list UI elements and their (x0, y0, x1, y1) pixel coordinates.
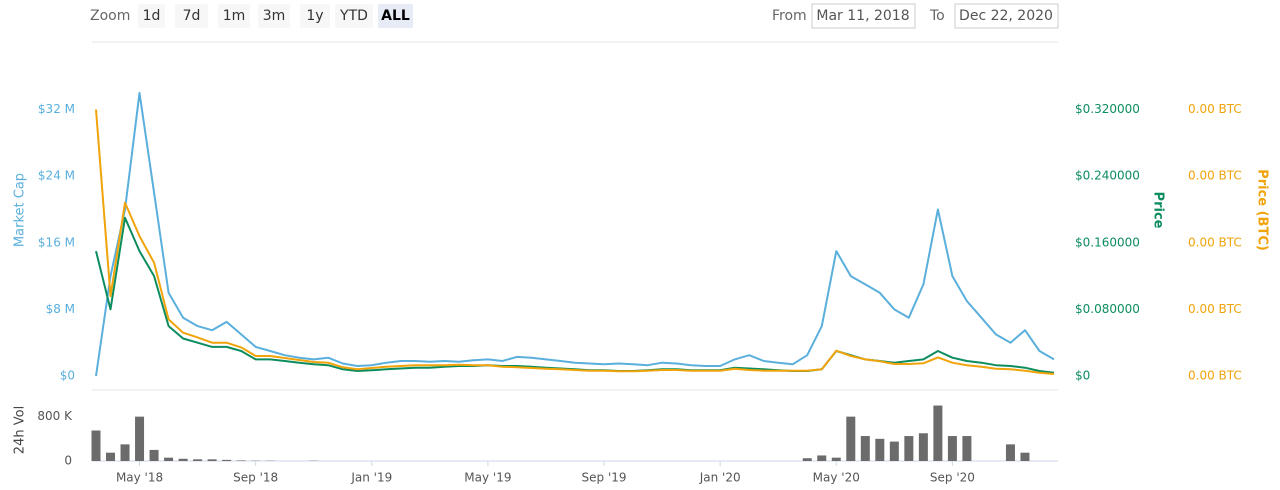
volume-bar (947, 436, 957, 461)
zoom-button[interactable] (335, 4, 373, 28)
x-tick-label: May '18 (116, 471, 163, 485)
y3-tick-label: 0.00 BTC (1188, 302, 1242, 316)
y-tick-label: $32 M (38, 102, 75, 116)
volume-bar (875, 438, 885, 461)
y2-tick-label: $0.240000 (1075, 169, 1140, 183)
line-series (95, 91, 1055, 377)
volume-bar (860, 436, 870, 461)
y2-tick-label: $0.080000 (1075, 302, 1140, 316)
y3-tick-label: 0.00 BTC (1188, 369, 1242, 383)
x-tick-label: Sep '19 (582, 471, 627, 485)
x-tick-label: Jan '20 (699, 471, 741, 485)
y-tick-label: $24 M (38, 169, 75, 183)
volume-bar (106, 452, 116, 461)
zoom-button[interactable] (138, 4, 165, 28)
volume-bar (164, 457, 174, 461)
line-series (95, 109, 1055, 375)
y-tick-label: $16 M (38, 235, 75, 249)
volume-axis-title: 24h Vol (13, 406, 28, 454)
volume-bar (933, 405, 943, 461)
volume-bar (149, 449, 159, 461)
volume-bar (831, 457, 841, 461)
x-tick-label: Sep '18 (233, 471, 278, 485)
volume-bar (222, 459, 232, 461)
y2-tick-label: $0.320000 (1075, 102, 1140, 116)
volume-tick-label: 800 K (37, 409, 73, 423)
zoom-button-label[interactable]: YTD (339, 8, 368, 24)
to-label: To (929, 8, 945, 24)
y2-tick-label: $0.160000 (1075, 235, 1140, 249)
volume-bar (802, 458, 812, 461)
zoom-button[interactable] (378, 4, 413, 28)
volume-bar (1005, 444, 1015, 461)
volume-bar (846, 416, 856, 461)
x-tick-label: Jan '19 (350, 471, 392, 485)
from-input[interactable] (811, 3, 916, 29)
y-axis-title: Market Cap (13, 173, 28, 247)
y3-tick-label: 0.00 BTC (1188, 169, 1242, 183)
y2-tick-label: $0 (1075, 369, 1090, 383)
from-date[interactable]: Mar 11, 2018 (816, 8, 909, 24)
zoom-button[interactable] (218, 4, 250, 28)
to-input[interactable] (954, 3, 1059, 29)
volume-bar (178, 458, 188, 461)
zoom-button-label[interactable]: ALL (381, 8, 410, 24)
volume-bar (135, 416, 145, 461)
y-tick-label: $0 (60, 369, 75, 383)
y3-tick-label: 0.00 BTC (1188, 235, 1242, 249)
x-tick-label: May '19 (464, 471, 511, 485)
x-tick-label: May '20 (813, 471, 860, 485)
line-series (95, 216, 1055, 374)
y3-axis-title: Price (BTC) (1255, 169, 1270, 251)
to-date[interactable]: Dec 22, 2020 (959, 8, 1053, 24)
volume-bar (962, 436, 972, 461)
y-tick-label: $8 M (46, 302, 75, 316)
volume-bar (207, 459, 217, 461)
y3-tick-label: 0.00 BTC (1188, 102, 1242, 116)
volume-bar (120, 444, 130, 461)
volume-bar (817, 455, 827, 461)
y2-axis-title: Price (1151, 192, 1166, 229)
zoom-button-label[interactable]: 3m (263, 8, 286, 24)
volume-tick-label: 0 (64, 454, 72, 468)
volume-bar (236, 460, 246, 461)
zoom-button[interactable] (300, 4, 330, 28)
from-label: From (772, 8, 807, 24)
zoom-button-label[interactable]: 1m (223, 8, 246, 24)
zoom-button-label[interactable]: 7d (183, 8, 201, 24)
volume-bar (889, 441, 899, 461)
zoom-label: Zoom (90, 8, 130, 24)
zoom-button[interactable] (175, 4, 208, 28)
volume-bar (904, 436, 914, 461)
zoom-button-label[interactable]: 1d (143, 8, 161, 24)
zoom-button[interactable] (258, 4, 290, 28)
volume-bar (1020, 452, 1030, 461)
volume-bar (918, 433, 928, 461)
volume-bar (91, 430, 101, 461)
volume-bar (193, 459, 203, 461)
zoom-button-label[interactable]: 1y (306, 8, 323, 24)
x-tick-label: Sep '20 (930, 471, 975, 485)
